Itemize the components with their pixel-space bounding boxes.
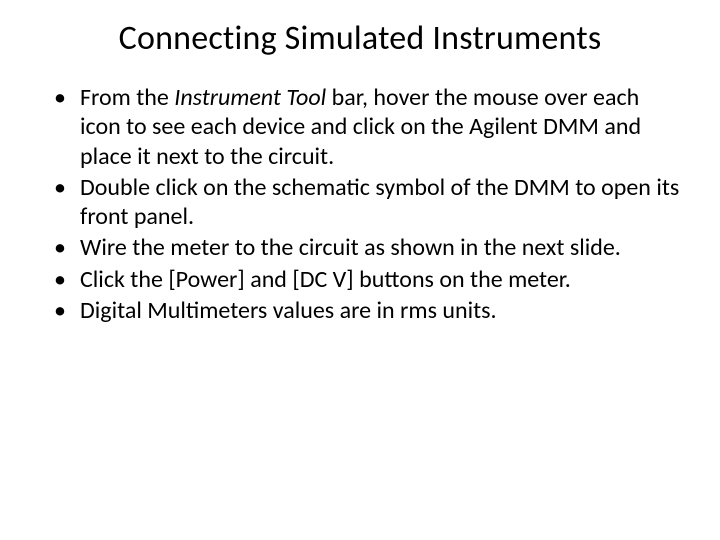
bullet-text-segment: Instrument Tool (174, 83, 331, 112)
bullet-text-segment: Digital Multimeters values are in rms un… (80, 296, 497, 325)
slide-title: Connecting Simulated Instruments (40, 18, 680, 59)
bullet-item: Double click on the schematic symbol of … (80, 173, 680, 232)
bullet-item: From the Instrument Tool bar, hover the … (80, 83, 680, 171)
bullet-text-segment: Wire the meter to the circuit as shown i… (80, 233, 621, 262)
bullet-item: Wire the meter to the circuit as shown i… (80, 233, 680, 262)
bullet-text-segment: Double click on the schematic symbol of … (80, 173, 679, 231)
bullet-item: Digital Multimeters values are in rms un… (80, 296, 680, 325)
bullet-text-segment: From the (80, 83, 174, 112)
bullet-list: From the Instrument Tool bar, hover the … (40, 83, 680, 325)
bullet-item: Click the [Power] and [DC V] buttons on … (80, 265, 680, 294)
bullet-text-segment: Click the [Power] and [DC V] buttons on … (80, 265, 571, 294)
